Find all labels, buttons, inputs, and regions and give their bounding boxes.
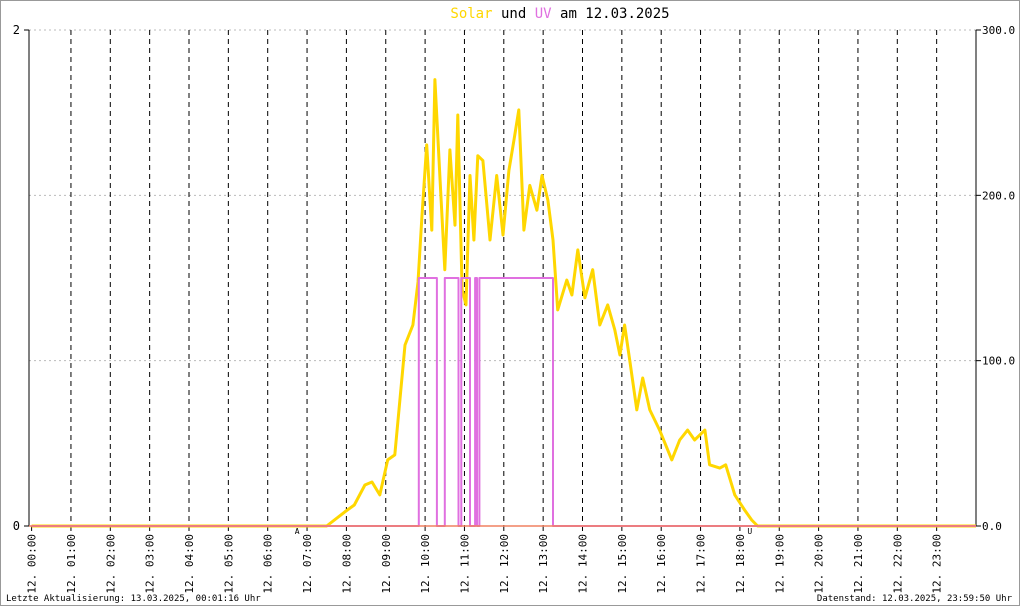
series-line (31, 78, 976, 528)
y2-tick-label: 200.0 (982, 189, 1015, 202)
x-tick-label: 12. 13:00 (537, 534, 550, 594)
y-tick-label: 0 (13, 519, 20, 533)
footer-left: Letzte Aktualisierung: 13.03.2025, 00:01… (6, 594, 261, 604)
x-tick-label: 12. 01:00 (65, 534, 78, 594)
x-tick-label: 12. 07:00 (301, 534, 314, 594)
x-tick-label: 12. 14:00 (577, 534, 590, 594)
x-tick-label: 12. 02:00 (104, 534, 117, 594)
x-tick-label: 12. 16:00 (655, 534, 668, 594)
y2-tick-label: 100.0 (982, 355, 1015, 368)
x-tick-label: 12. 18:00 (734, 534, 747, 594)
chart-title: Solar und UV am 12.03.2025 (450, 6, 669, 22)
y2-tick-label: 300.0 (982, 24, 1015, 37)
x-tick-label: 12. 09:00 (380, 534, 393, 594)
x-tick-label: 12. 21:00 (852, 534, 865, 594)
y2-tick-label: 0.0 (982, 520, 1002, 533)
x-tick-label: 12. 22:00 (891, 534, 904, 594)
x-tick-label: 12. 06:00 (262, 534, 275, 594)
x-tick-label: 12. 17:00 (695, 534, 708, 594)
title-date: am 12.03.2025 (560, 6, 670, 22)
marker-label: A (295, 527, 300, 536)
x-tick-label: 12. 03:00 (144, 534, 157, 594)
series-line (31, 277, 976, 527)
x-tick-label: 12. 23:00 (931, 534, 944, 594)
x-tick-label: 12. 08:00 (340, 534, 353, 594)
x-tick-label: 12. 11:00 (458, 534, 471, 594)
title-solar: Solar (450, 6, 492, 22)
x-tick-label: 12. 19:00 (773, 534, 786, 594)
footer-right: Datenstand: 12.03.2025, 23:59:50 Uhr (817, 594, 1013, 604)
marker-label: U (747, 527, 752, 536)
x-tick-label: 12. 10:00 (419, 534, 432, 594)
x-tick-label: 12. 04:00 (183, 534, 196, 594)
x-tick-label: 12. 00:00 (26, 534, 39, 594)
title-uv: UV (535, 6, 552, 22)
x-tick-label: 12. 15:00 (616, 534, 629, 594)
y-tick-label: 2 (13, 23, 20, 37)
x-tick-label: 12. 12:00 (498, 534, 511, 594)
x-tick-label: 12. 20:00 (813, 534, 826, 594)
title-connector: und (501, 6, 526, 22)
x-tick-label: 12. 05:00 (222, 534, 235, 594)
